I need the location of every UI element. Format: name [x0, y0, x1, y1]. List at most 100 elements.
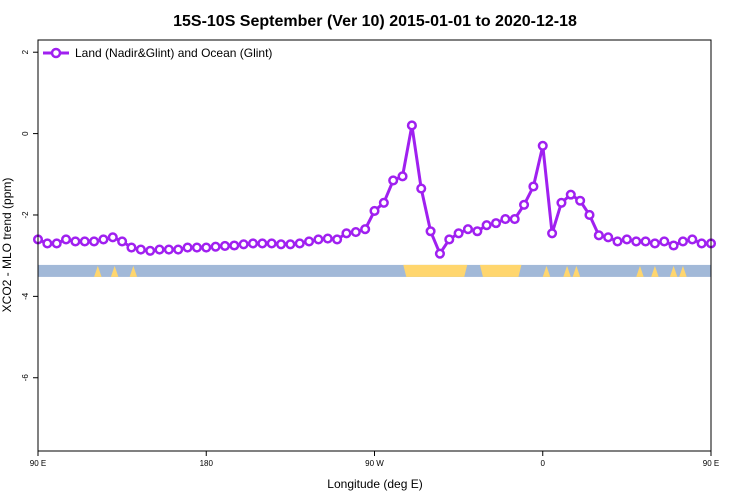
- data-point: [621, 234, 632, 245]
- data-point: [145, 245, 156, 256]
- x-tick-label: 90 E: [30, 459, 46, 468]
- data-point: [70, 236, 81, 247]
- data-point: [107, 232, 118, 243]
- land-band: [110, 265, 119, 277]
- data-point: [294, 238, 305, 249]
- plot-area: [32, 120, 717, 277]
- land-band: [563, 265, 571, 277]
- data-point: [481, 220, 492, 231]
- data-point: [163, 244, 174, 255]
- x-tick-label: 0: [541, 459, 546, 468]
- data-point: [425, 226, 436, 237]
- data-point: [603, 232, 614, 243]
- data-point: [696, 238, 707, 249]
- data-point: [472, 226, 483, 237]
- y-axis: 2 0 -2 -4 -6: [21, 49, 38, 381]
- data-point: [89, 236, 100, 247]
- data-point: [219, 240, 230, 251]
- y-tick-label: 0: [21, 131, 30, 136]
- y-tick-label: -2: [21, 211, 30, 219]
- data-point: [60, 234, 72, 245]
- x-tick-label: 90 E: [703, 459, 719, 468]
- legend-marker: [50, 47, 62, 59]
- data-point: [537, 140, 548, 151]
- y-tick-label: -6: [21, 374, 30, 382]
- y-tick-label: 2: [21, 49, 30, 54]
- data-point: [659, 236, 670, 247]
- data-point: [350, 227, 361, 238]
- data-point: [640, 236, 651, 247]
- data-point: [593, 230, 604, 241]
- data-point: [341, 228, 352, 239]
- legend: Land (Nadir&Glint) and Ocean (Glint): [43, 46, 272, 60]
- x-tick-label: 180: [200, 459, 214, 468]
- data-point: [51, 238, 62, 249]
- data-point: [210, 241, 221, 252]
- x-tick-label: 90 W: [365, 459, 384, 468]
- land-band: [636, 265, 644, 277]
- data-point: [154, 244, 165, 255]
- data-point: [444, 234, 455, 245]
- land-band: [94, 265, 102, 277]
- data-point: [369, 205, 380, 216]
- data-point: [332, 234, 343, 245]
- data-point: [182, 242, 193, 253]
- data-point: [126, 242, 137, 253]
- data-point: [612, 236, 623, 247]
- y-axis-label: XCO2 - MLO trend (ppm): [0, 178, 14, 313]
- data-point: [528, 181, 539, 192]
- data-point: [79, 236, 90, 247]
- data-point: [668, 240, 679, 251]
- data-point: [42, 238, 53, 249]
- x-axis-label: Longitude (deg E): [327, 477, 422, 491]
- data-point: [388, 175, 399, 186]
- land-band: [542, 265, 551, 277]
- legend-label: Land (Nadir&Glint) and Ocean (Glint): [75, 46, 272, 60]
- land-band: [679, 265, 687, 277]
- data-point: [677, 236, 689, 247]
- data-point: [397, 171, 408, 182]
- data-point: [360, 224, 371, 235]
- data-point: [519, 199, 530, 210]
- data-point: [285, 239, 296, 250]
- data-point: [547, 228, 558, 239]
- data-point: [584, 209, 595, 221]
- ocean-band: [38, 264, 711, 277]
- data-point: [416, 183, 427, 194]
- data-point: [201, 242, 212, 253]
- data-point: [173, 244, 184, 255]
- data-point: [257, 238, 268, 249]
- data-point: [135, 244, 146, 255]
- data-point: [434, 248, 445, 259]
- land-band: [669, 265, 678, 277]
- data-point: [378, 197, 389, 208]
- data-point: [575, 195, 586, 206]
- data-point: [453, 228, 464, 239]
- data-point: [191, 242, 202, 253]
- x-axis: 90 E 180 90 W 0 90 E: [30, 451, 719, 468]
- land-band: [403, 264, 468, 277]
- data-point: [565, 189, 576, 200]
- data-point: [406, 120, 417, 131]
- y-tick-label: -4: [21, 292, 30, 300]
- land-band: [479, 264, 522, 277]
- land-band: [651, 265, 659, 277]
- data-point: [98, 234, 109, 245]
- data-point: [247, 238, 259, 249]
- land-band: [129, 265, 138, 277]
- data-point: [500, 213, 511, 225]
- data-point: [229, 240, 240, 251]
- data-point: [556, 197, 567, 208]
- data-point: [322, 233, 333, 244]
- data-point: [490, 218, 502, 229]
- data-point: [509, 213, 520, 225]
- data-point: [687, 234, 698, 245]
- data-point: [304, 236, 315, 247]
- land-band: [572, 265, 581, 277]
- data-point: [631, 236, 642, 247]
- data-point: [275, 239, 287, 250]
- data-point: [238, 239, 249, 250]
- data-point: [313, 234, 324, 245]
- data-point: [462, 224, 474, 235]
